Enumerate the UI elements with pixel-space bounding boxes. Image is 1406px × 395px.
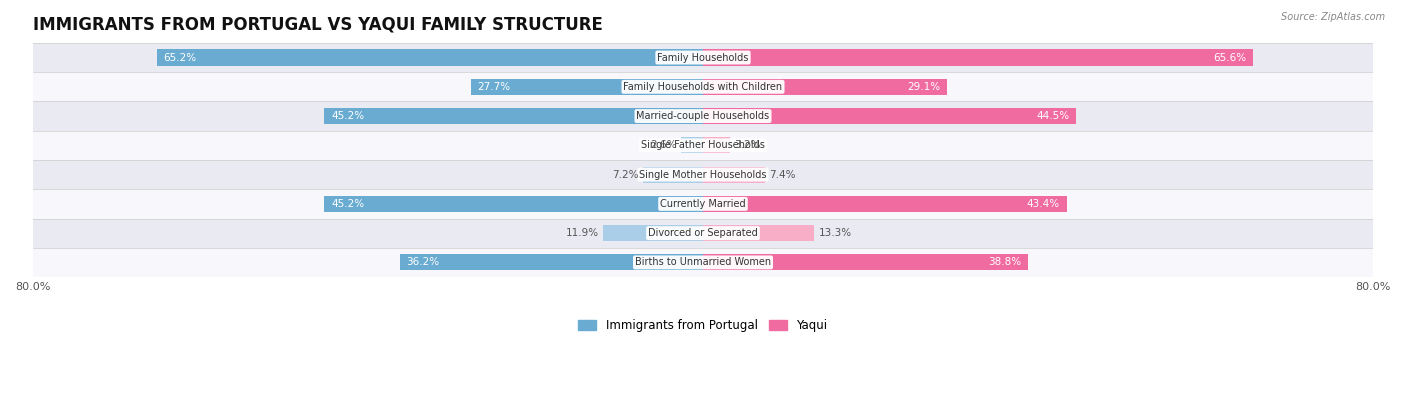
Text: IMMIGRANTS FROM PORTUGAL VS YAQUI FAMILY STRUCTURE: IMMIGRANTS FROM PORTUGAL VS YAQUI FAMILY… (32, 15, 603, 33)
Legend: Immigrants from Portugal, Yaqui: Immigrants from Portugal, Yaqui (574, 314, 832, 337)
Text: 45.2%: 45.2% (330, 199, 364, 209)
Bar (643, 167, 703, 182)
Text: 27.7%: 27.7% (478, 82, 510, 92)
Text: 36.2%: 36.2% (406, 258, 440, 267)
Bar (703, 49, 1253, 66)
Bar (32, 160, 1374, 189)
Bar (703, 79, 946, 95)
Bar (703, 137, 730, 153)
Text: 38.8%: 38.8% (988, 258, 1021, 267)
Bar (703, 108, 1076, 124)
Text: Single Mother Households: Single Mother Households (640, 169, 766, 180)
Text: 65.2%: 65.2% (163, 53, 197, 62)
Bar (703, 167, 765, 182)
Text: 7.2%: 7.2% (612, 169, 638, 180)
Bar (399, 254, 703, 271)
Bar (32, 189, 1374, 218)
Text: 45.2%: 45.2% (330, 111, 364, 121)
Text: 44.5%: 44.5% (1036, 111, 1069, 121)
Text: Currently Married: Currently Married (661, 199, 745, 209)
Text: Divorced or Separated: Divorced or Separated (648, 228, 758, 238)
Bar (325, 196, 703, 212)
Bar (703, 196, 1067, 212)
Text: Married-couple Households: Married-couple Households (637, 111, 769, 121)
Text: 13.3%: 13.3% (818, 228, 852, 238)
Text: Single Father Households: Single Father Households (641, 140, 765, 150)
Text: Source: ZipAtlas.com: Source: ZipAtlas.com (1281, 12, 1385, 22)
Bar (603, 225, 703, 241)
Text: Family Households: Family Households (658, 53, 748, 62)
Bar (703, 254, 1028, 271)
Bar (325, 108, 703, 124)
Bar (32, 102, 1374, 131)
Text: 3.2%: 3.2% (734, 140, 761, 150)
Text: 2.6%: 2.6% (651, 140, 678, 150)
Bar (32, 218, 1374, 248)
Bar (156, 49, 703, 66)
Text: 43.4%: 43.4% (1026, 199, 1060, 209)
Bar (703, 225, 814, 241)
Text: Family Households with Children: Family Households with Children (623, 82, 783, 92)
Bar (32, 248, 1374, 277)
Bar (32, 43, 1374, 72)
Bar (32, 131, 1374, 160)
Bar (471, 79, 703, 95)
Text: 7.4%: 7.4% (769, 169, 796, 180)
Bar (682, 137, 703, 153)
Text: Births to Unmarried Women: Births to Unmarried Women (636, 258, 770, 267)
Text: 29.1%: 29.1% (907, 82, 941, 92)
Text: 65.6%: 65.6% (1213, 53, 1246, 62)
Bar (32, 72, 1374, 102)
Text: 11.9%: 11.9% (567, 228, 599, 238)
